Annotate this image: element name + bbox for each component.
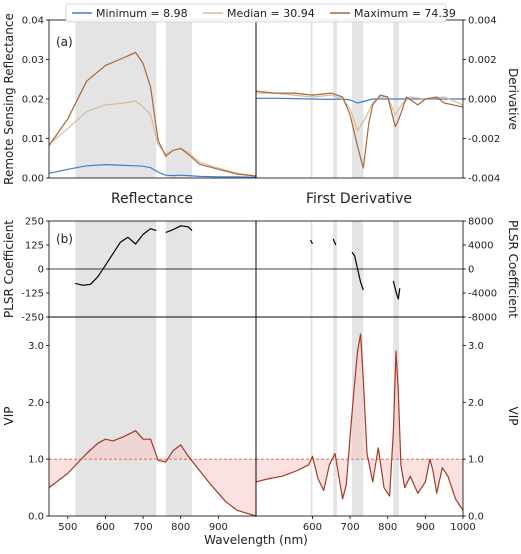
panel-title-reflectance: Reflectance: [111, 191, 193, 207]
shaded-band: [333, 317, 337, 516]
ylabel-derivative: Derivative: [506, 68, 520, 130]
xlabel-wavelength: Wavelength (nm): [204, 533, 308, 547]
axes-frame: [255, 316, 464, 517]
x-tick-label: 700: [341, 522, 360, 533]
ylabel-plsr-right: PLSR Coefficient: [506, 220, 520, 318]
y-tick-label: -250: [21, 313, 44, 324]
y-tick-label: -8000: [468, 313, 497, 324]
x-tick-label: 600: [96, 522, 115, 533]
ylabel-vip-right: VIP: [506, 407, 520, 426]
y-tick-label: 0: [38, 265, 44, 276]
x-tick-label: 700: [134, 522, 153, 533]
ylabel-reflectance: Remote Sensing Reflectance: [2, 13, 16, 185]
x-tick-label: 600: [303, 522, 322, 533]
y-tick-label: 0.004: [468, 16, 497, 27]
x-tick-label: 500: [58, 522, 77, 533]
series-line: [48, 430, 257, 517]
shaded-band: [165, 317, 193, 516]
y-tick-label: 3.0: [468, 341, 484, 352]
x-tick-label: 900: [209, 522, 228, 533]
y-tick-label: 0.02: [22, 95, 44, 106]
y-tick-label: 125: [25, 241, 44, 252]
shaded-band: [351, 20, 364, 178]
shaded-band: [75, 20, 157, 178]
series-line: [255, 97, 463, 104]
ylabel-plsr-left: PLSR Coefficient: [2, 220, 16, 318]
panel-label-b: (b): [56, 232, 73, 246]
series-line: [310, 239, 314, 245]
panel-label-a: (a): [56, 35, 73, 49]
y-tick-label: 1.0: [28, 455, 44, 466]
x-tick-label: 900: [416, 522, 435, 533]
legend-label: Maximum = 74.39: [354, 7, 456, 20]
y-tick-label: 0: [468, 265, 474, 276]
series-line: [48, 51, 257, 177]
y-tick-label: 0.04: [22, 16, 44, 27]
series-line: [75, 228, 157, 286]
y-tick-label: 8000: [468, 217, 493, 228]
shaded-band: [75, 317, 157, 516]
legend-box: [65, 3, 447, 23]
panel-title-first-derivative: First Derivative: [306, 191, 412, 207]
series-line: [255, 90, 464, 169]
y-tick-label: 2.0: [468, 398, 484, 409]
y-tick-label: 250: [25, 217, 44, 228]
x-tick-label: 800: [171, 522, 190, 533]
series-line: [332, 238, 337, 246]
y-tick-label: -125: [21, 289, 44, 300]
series-line: [256, 92, 464, 132]
y-tick-label: 1.0: [468, 455, 484, 466]
series-line: [48, 164, 257, 178]
y-tick-label: 0.00: [22, 174, 44, 185]
x-tick-label: 800: [378, 522, 397, 533]
y-tick-label: 2.0: [28, 398, 44, 409]
y-tick-label: 0.002: [468, 55, 497, 66]
y-tick-label: 0.01: [22, 134, 44, 145]
x-tick-label: 1000: [450, 522, 475, 533]
y-tick-label: 0.000: [468, 95, 497, 106]
series-line: [48, 100, 257, 177]
legend-label: Minimum = 8.98: [96, 7, 188, 20]
legend-label: Median = 30.94: [227, 7, 315, 20]
y-tick-label: 0.0: [468, 512, 484, 523]
y-tick-label: -4000: [468, 289, 497, 300]
series-line: [351, 251, 364, 291]
ylabel-vip-left: VIP: [2, 407, 16, 426]
y-tick-label: 4000: [468, 241, 493, 252]
series-line: [392, 280, 401, 300]
y-tick-label: 0.0: [28, 512, 44, 523]
vip-area-fill: [256, 334, 463, 511]
vip-area-fill: [49, 430, 256, 516]
series-line: [255, 333, 464, 511]
y-tick-label: -0.002: [468, 134, 500, 145]
shaded-band: [310, 317, 313, 516]
y-tick-label: 0.03: [22, 55, 44, 66]
y-tick-label: 3.0: [28, 341, 44, 352]
y-tick-label: -0.004: [468, 174, 500, 185]
series-line: [165, 225, 193, 234]
